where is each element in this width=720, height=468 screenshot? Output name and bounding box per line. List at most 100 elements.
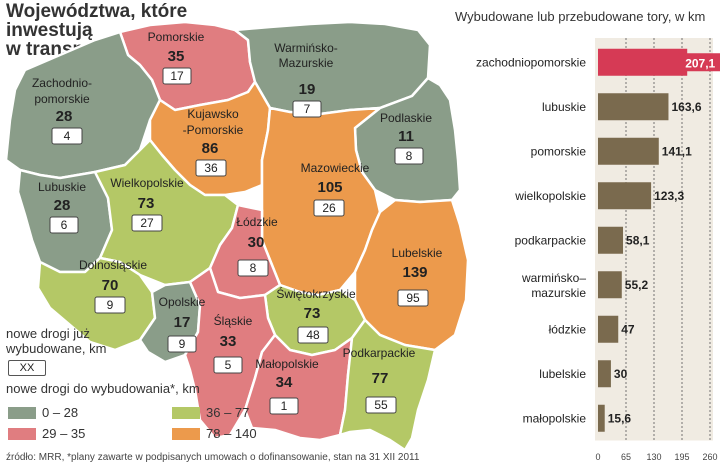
region-planned-box-lubuskie bbox=[49, 216, 79, 234]
region-planned-box-mazowieckie bbox=[313, 199, 345, 217]
region-planned-box-opolskie bbox=[167, 335, 197, 353]
region-planned-box-lubelskie bbox=[397, 289, 429, 307]
bar-value-9: 15,6 bbox=[608, 411, 632, 425]
legend-range-2-label: 29 – 35 bbox=[42, 426, 86, 441]
region-name-zachodnio: Zachodnio-pomorskie bbox=[32, 76, 92, 106]
x-tick-260: 260 bbox=[702, 452, 717, 462]
bar-category-6: warmińsko– mazurskie bbox=[521, 271, 586, 300]
legend-sample-box: XX bbox=[8, 360, 46, 376]
region-planned-warminsko: 7 bbox=[304, 102, 311, 116]
region-planned-wielkopolskie: 27 bbox=[140, 216, 154, 230]
bar-category-2: lubuskie bbox=[542, 100, 586, 114]
legend-swatch-4 bbox=[172, 428, 200, 440]
region-name-mazowieckie: Mazowieckie bbox=[301, 161, 370, 175]
legend-range-4-label: 78 – 140 bbox=[206, 426, 257, 441]
map-title-line-2: inwestują bbox=[6, 20, 93, 41]
bar-category-8: lubelskie bbox=[539, 367, 586, 381]
bar-category-1: zachodniopomorskie bbox=[476, 55, 586, 69]
region-planned-lubuskie: 6 bbox=[61, 218, 68, 232]
region-built-malopolskie: 34 bbox=[276, 374, 293, 391]
region-planned-box-slaskie bbox=[213, 356, 243, 374]
region-name-kujawsko: Kujawsko -Pomorskie bbox=[183, 107, 244, 137]
region-built-lubuskie: 28 bbox=[54, 197, 71, 214]
region-built-zachodnio: 28 bbox=[56, 108, 73, 125]
region-name-lodzkie: Łódzkie bbox=[236, 215, 278, 229]
region-built-kujawsko: 86 bbox=[202, 140, 219, 157]
region-name-lubuskie: Lubuskie bbox=[38, 180, 86, 194]
region-planned-box-wielkopolskie bbox=[131, 214, 163, 232]
region-built-slaskie: 33 bbox=[220, 333, 237, 350]
region-name-pomorskie: Pomorskie bbox=[148, 30, 205, 44]
region-built-opolskie: 17 bbox=[174, 314, 191, 331]
bar-1 bbox=[598, 48, 688, 76]
legend-planned-label: nowe drogi do wybudowania*, km bbox=[6, 381, 200, 396]
region-name-malopolskie: Małopolskie bbox=[255, 357, 319, 371]
region-planned-box-pomorskie bbox=[162, 67, 192, 85]
region-planned-lubelskie: 95 bbox=[406, 291, 420, 305]
region-planned-podkarpackie: 55 bbox=[374, 398, 388, 412]
region-planned-box-lodzkie bbox=[237, 259, 269, 277]
bar-2 bbox=[598, 93, 669, 121]
bar-5 bbox=[598, 226, 624, 254]
bar-value-bg-1 bbox=[679, 53, 720, 72]
bar-9 bbox=[598, 404, 605, 432]
region-planned-podlaskie: 8 bbox=[406, 149, 413, 163]
region-planned-box-zachodnio bbox=[51, 127, 83, 145]
legend-range-3-label: 36 – 77 bbox=[206, 405, 250, 420]
bar-category-7: łódzkie bbox=[549, 322, 587, 336]
bar-3 bbox=[598, 137, 659, 165]
bar-4 bbox=[598, 182, 652, 210]
region-planned-slaskie: 5 bbox=[225, 358, 232, 372]
region-built-wielkopolskie: 73 bbox=[138, 195, 155, 212]
region-planned-box-warminsko bbox=[292, 100, 322, 118]
region-planned-dolnoslaskie: 9 bbox=[107, 298, 114, 312]
chart-title: Wybudowane lub przebudowane tory, w km bbox=[455, 9, 706, 24]
region-planned-malopolskie: 1 bbox=[281, 399, 288, 413]
region-planned-box-kujawsko bbox=[195, 159, 227, 177]
region-podkarpackie bbox=[338, 318, 437, 452]
bar-value-8: 30 bbox=[614, 367, 628, 381]
map-labels: Pomorskie3517Warmińsko-Mazurskie197Zacho… bbox=[32, 30, 443, 415]
region-planned-box-swietokrzyskie bbox=[297, 326, 329, 344]
region-built-lubelskie: 139 bbox=[402, 264, 427, 281]
region-name-dolnoslaskie: Dolnośląskie bbox=[79, 258, 147, 272]
region-name-lubelskie: Lubelskie bbox=[392, 246, 443, 260]
map-regions bbox=[4, 20, 470, 452]
region-planned-box-dolnoslaskie bbox=[94, 296, 126, 314]
x-tick-65: 65 bbox=[621, 452, 631, 462]
region-planned-pomorskie: 17 bbox=[170, 69, 184, 83]
legend-swatch-1 bbox=[8, 407, 36, 419]
region-planned-lodzkie: 8 bbox=[250, 261, 257, 275]
bar-6 bbox=[598, 271, 622, 299]
bar-value-6: 55,2 bbox=[625, 278, 649, 292]
region-name-wielkopolskie: Wielkopolskie bbox=[110, 176, 184, 190]
legend-swatch-3 bbox=[172, 407, 200, 419]
region-built-podlaskie: 11 bbox=[398, 128, 414, 145]
legend-swatch-2 bbox=[8, 428, 36, 440]
region-name-podlaskie: Podlaskie bbox=[380, 111, 432, 125]
region-built-dolnoslaskie: 70 bbox=[102, 277, 119, 294]
region-built-warminsko: 19 bbox=[299, 81, 316, 98]
bar-value-5: 58,1 bbox=[626, 233, 650, 247]
rail-bar-chart: zachodniopomorskie 207,1 lubuskie 163,6 pomo… bbox=[476, 38, 720, 462]
poland-map: Pomorskie3517Warmińsko-Mazurskie197Zacho… bbox=[4, 20, 470, 452]
chart-x-ticks: 0 65 130 195 260 bbox=[595, 452, 717, 462]
region-built-podkarpackie: 77 bbox=[372, 370, 389, 387]
legend-range-1-label: 0 – 28 bbox=[42, 405, 79, 420]
region-planned-box-malopolskie bbox=[269, 397, 299, 415]
bar-value-3: 141,1 bbox=[662, 144, 692, 158]
x-tick-0: 0 bbox=[595, 452, 600, 462]
bar-value-2: 163,6 bbox=[671, 100, 701, 114]
region-name-swietokrzyskie: Świętokrzyskie bbox=[276, 286, 356, 301]
region-name-podkarpackie: Podkarpackie bbox=[343, 346, 416, 360]
bar-7 bbox=[598, 315, 619, 343]
region-planned-box-podkarpackie bbox=[365, 396, 397, 414]
map-title-line-1: Województwa, które bbox=[6, 1, 188, 22]
region-planned-swietokrzyskie: 48 bbox=[306, 328, 320, 342]
bar-value-1: 207,1 bbox=[685, 56, 715, 70]
region-built-pomorskie: 35 bbox=[168, 48, 185, 65]
bar-value-7: 47 bbox=[621, 322, 635, 336]
region-planned-opolskie: 9 bbox=[179, 337, 186, 351]
bar-value-4: 123,3 bbox=[654, 189, 684, 203]
chart-bars: zachodniopomorskie 207,1 lubuskie 163,6 pomo… bbox=[476, 48, 720, 432]
